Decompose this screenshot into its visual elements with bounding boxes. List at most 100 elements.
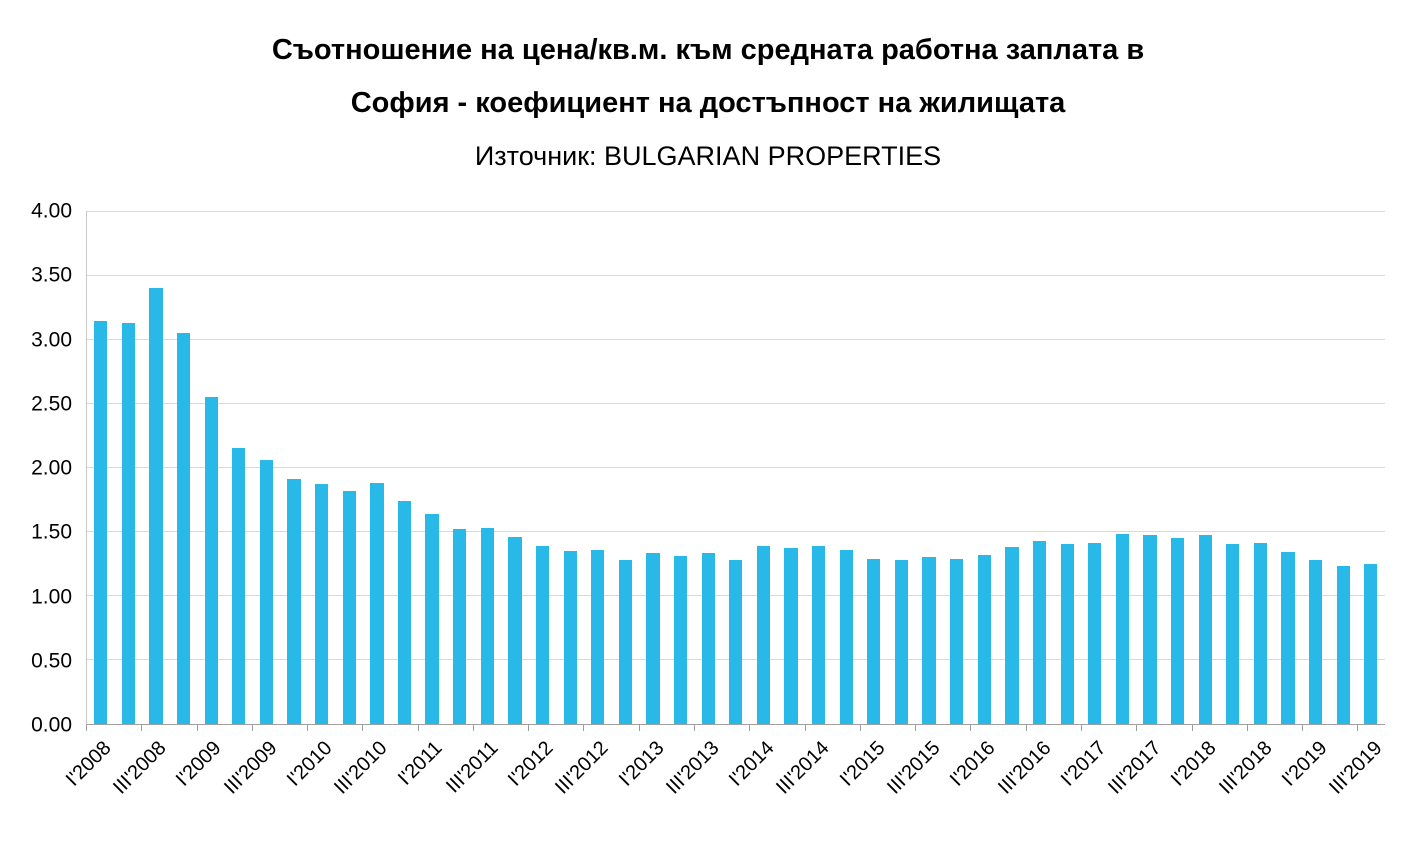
bar-slot	[1191, 211, 1219, 724]
x-axis-tick	[1302, 725, 1304, 731]
bar	[701, 553, 715, 724]
bar	[673, 556, 688, 724]
bar-slot	[639, 211, 667, 724]
gridline	[87, 467, 1385, 468]
chart-title-line-2: София - коефициент на достъпност на жили…	[350, 87, 1066, 119]
bar-slot	[1357, 211, 1385, 724]
bar	[950, 558, 964, 724]
x-axis-tick	[915, 725, 917, 731]
x-axis-tick	[196, 725, 198, 731]
x-axis-tick	[970, 725, 972, 731]
bar-slot	[1274, 211, 1302, 724]
bar-slot	[584, 211, 612, 724]
x-tick-label: I'2014	[725, 737, 779, 791]
bar	[922, 557, 936, 724]
x-tick-label: I'2010	[282, 737, 337, 791]
x-axis-tick	[1136, 725, 1138, 731]
bar-slot	[722, 211, 750, 724]
y-tick-label: 4.00	[31, 199, 72, 223]
x-tick-label: I'2016	[946, 737, 1000, 791]
bar-slot	[556, 211, 584, 724]
x-axis-labels: I'2008 III'2008 I'2009 III'2009 I'2010 III'20…	[62, 725, 1387, 843]
y-axis-labels: 0.00 0.50 1.00 1.50 2.00 2.50 3.00 3.50 4.00	[0, 201, 72, 736]
bar	[812, 545, 826, 724]
chart-subtitle: Източник: BULGARIAN PROPERTIES	[474, 141, 942, 171]
x-tick-label: III'2008	[109, 737, 171, 799]
x-tick-label: I'2018	[1167, 737, 1221, 791]
bar-slot	[446, 211, 474, 724]
x-axis-tick	[417, 725, 419, 731]
x-axis-tick	[638, 725, 640, 731]
x-tick-label: III'2011	[441, 737, 503, 798]
bar-slot	[1164, 211, 1192, 724]
bar	[1253, 543, 1268, 724]
x-tick-label: III'2012	[551, 737, 613, 799]
bar-slot	[1136, 211, 1164, 724]
bar-slot	[1219, 211, 1247, 724]
bar-slot	[832, 211, 860, 724]
bar	[1170, 538, 1185, 724]
bar	[784, 548, 798, 724]
bar	[1336, 566, 1350, 724]
x-axis-tick	[307, 725, 309, 731]
bar-slot	[667, 211, 695, 724]
x-tick-label: I'2015	[835, 737, 890, 791]
bar	[425, 513, 439, 724]
bar	[867, 558, 881, 724]
x-axis-tick	[1191, 725, 1193, 731]
x-axis-tick	[1025, 725, 1027, 731]
bar-slot	[197, 211, 225, 724]
x-axis-tick	[141, 725, 143, 731]
bar	[839, 549, 853, 724]
y-tick-label: 1.50	[31, 520, 72, 544]
y-tick-label: 2.00	[31, 456, 72, 480]
x-axis-tick	[583, 725, 585, 731]
gridline	[87, 210, 1385, 212]
bar	[646, 553, 660, 724]
bar-slot	[335, 211, 363, 724]
y-tick-label: 2.50	[31, 392, 72, 416]
x-axis-tick	[1357, 725, 1359, 731]
y-tick-label: 0.50	[31, 649, 72, 673]
bar-slot	[1026, 211, 1054, 724]
bar-slot	[1053, 211, 1081, 724]
bar	[1143, 535, 1157, 724]
bar	[563, 550, 577, 724]
bar	[287, 479, 301, 724]
bar	[370, 482, 384, 724]
x-tick-label: I'2012	[503, 737, 558, 791]
x-axis-tick	[694, 725, 696, 731]
bar	[894, 559, 909, 724]
bar-slot	[280, 211, 308, 724]
bar-slot	[225, 211, 253, 724]
bar	[618, 559, 632, 724]
gridline	[87, 531, 1385, 533]
bar-slot	[308, 211, 336, 724]
x-axis-tick	[362, 725, 364, 731]
bar	[1032, 540, 1047, 724]
bar	[259, 459, 274, 724]
bar	[1198, 535, 1212, 724]
bar-slot	[1109, 211, 1137, 724]
bar	[1088, 543, 1102, 724]
chart-header: Съотношение на цена/кв.м. към средната р…	[0, 24, 1416, 180]
bar	[535, 545, 550, 724]
x-tick-label: III'2014	[772, 737, 834, 799]
bar	[756, 545, 771, 724]
x-axis-tick	[859, 725, 861, 731]
bar-slot	[612, 211, 640, 724]
bar-slot	[418, 211, 446, 724]
bar	[1364, 563, 1378, 724]
bar-slot	[474, 211, 502, 724]
x-axis-tick	[749, 725, 751, 731]
chart-title-line-1: Съотношение на цена/кв.м. към средната р…	[271, 34, 1145, 66]
bar-slot	[170, 211, 198, 724]
bar-slot	[998, 211, 1026, 724]
x-tick-label: III'2010	[330, 737, 392, 799]
bar-slot	[971, 211, 999, 724]
x-axis-tick	[86, 725, 87, 731]
gridline	[87, 338, 1385, 340]
bar-slot	[777, 211, 805, 724]
plot-area	[86, 210, 1385, 725]
x-axis-tick	[251, 725, 253, 731]
